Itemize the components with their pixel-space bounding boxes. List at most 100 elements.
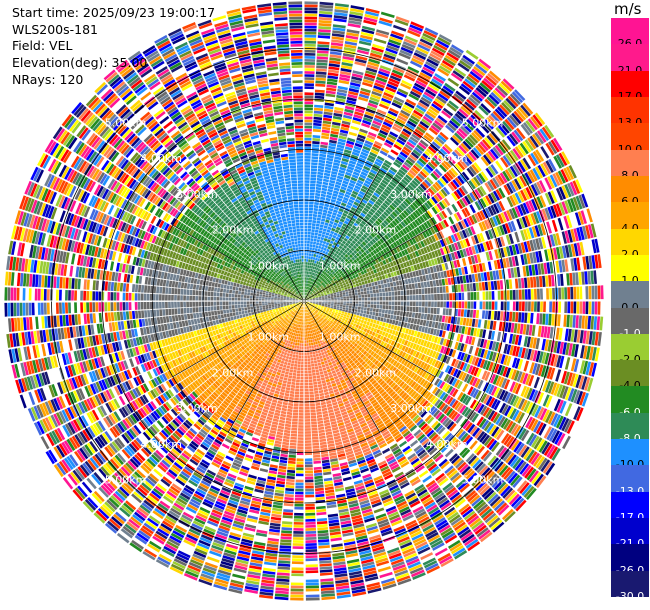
- range-gate: [354, 309, 358, 312]
- range-gate: [379, 305, 383, 309]
- range-gate: [527, 137, 537, 150]
- range-gate: [313, 116, 323, 121]
- range-gate: [397, 115, 408, 122]
- range-gate: [355, 235, 361, 240]
- range-gate: [315, 223, 320, 227]
- range-gate: [358, 272, 362, 276]
- range-gate: [366, 202, 373, 208]
- range-gate: [455, 65, 468, 75]
- range-gate: [483, 320, 488, 329]
- range-gate: [522, 157, 532, 170]
- range-gate: [380, 193, 387, 200]
- range-gate: [313, 269, 316, 273]
- range-gate: [523, 122, 533, 134]
- range-gate: [327, 72, 339, 77]
- range-gate: [474, 109, 485, 120]
- range-gate: [557, 274, 561, 287]
- range-gate: [463, 309, 467, 317]
- range-gate: [412, 201, 419, 209]
- range-gate: [389, 75, 401, 82]
- range-gate: [359, 230, 365, 236]
- range-gate: [534, 288, 537, 300]
- range-gate: [321, 234, 325, 238]
- range-gate: [310, 292, 313, 295]
- range-gate: [324, 222, 329, 226]
- range-gate: [332, 281, 335, 285]
- range-gate: [307, 240, 310, 244]
- range-gate: [308, 256, 311, 260]
- range-gate: [359, 313, 363, 317]
- range-gate: [357, 309, 361, 313]
- range-gate: [387, 80, 399, 88]
- range-gate: [600, 301, 604, 315]
- range-gate: [458, 127, 468, 138]
- range-gate: [354, 111, 364, 117]
- range-gate: [499, 104, 510, 116]
- range-gate: [304, 295, 306, 299]
- range-gate: [323, 111, 333, 116]
- range-gate: [494, 144, 504, 156]
- range-gate: [508, 279, 513, 289]
- range-gate: [371, 282, 375, 287]
- range-gate: [366, 311, 370, 315]
- range-gate: [398, 245, 404, 251]
- range-gate: [313, 273, 316, 276]
- range-gate: [545, 313, 549, 326]
- range-gate: [412, 131, 423, 139]
- range-gate: [304, 116, 313, 120]
- range-gate: [312, 266, 315, 270]
- range-gate: [339, 129, 349, 134]
- range-gate: [342, 251, 346, 256]
- range-gate: [321, 187, 328, 192]
- range-gate: [433, 44, 447, 54]
- range-gate: [373, 297, 377, 301]
- range-gate: [409, 182, 417, 189]
- range-gate: [569, 272, 573, 286]
- range-gate: [327, 267, 331, 271]
- range-gate: [304, 289, 306, 292]
- range-gate: [512, 289, 516, 300]
- range-gate: [362, 25, 376, 32]
- range-gate: [350, 125, 359, 131]
- range-gate: [346, 283, 350, 287]
- range-gate: [506, 290, 510, 300]
- range-gate: [400, 301, 404, 306]
- range-gate: [429, 105, 440, 114]
- range-gate: [398, 214, 405, 221]
- range-gate: [319, 150, 327, 155]
- range-gate: [375, 32, 389, 39]
- range-gate: [321, 274, 325, 278]
- range-gate: [346, 298, 349, 301]
- range-gate: [422, 320, 427, 326]
- range-gate: [314, 288, 318, 291]
- range-gate: [369, 185, 376, 192]
- range-gate: [333, 305, 337, 308]
- range-gate: [373, 192, 380, 198]
- range-gate: [360, 34, 373, 41]
- range-gate: [390, 33, 404, 41]
- range-gate: [308, 277, 310, 281]
- range-gate: [444, 54, 458, 64]
- range-gate: [323, 275, 326, 279]
- range-gate: [305, 280, 308, 283]
- range-gate: [458, 144, 468, 154]
- range-gate: [419, 170, 428, 179]
- range-gate: [380, 230, 386, 236]
- range-gate: [342, 240, 347, 245]
- range-gate: [310, 183, 316, 187]
- range-gate: [353, 168, 361, 174]
- range-gate: [424, 212, 431, 220]
- range-gate: [304, 83, 314, 87]
- range-gate: [333, 162, 340, 167]
- range-gate: [400, 295, 404, 301]
- range-gate: [355, 257, 360, 262]
- range-gate: [336, 94, 347, 100]
- range-gate: [395, 93, 406, 101]
- range-gate: [435, 152, 445, 161]
- range-gate: [462, 123, 472, 133]
- range-gate: [382, 248, 388, 254]
- range-gate: [587, 315, 592, 330]
- range-gate: [344, 279, 348, 283]
- range-gate: [382, 144, 391, 151]
- range-gate: [391, 30, 405, 38]
